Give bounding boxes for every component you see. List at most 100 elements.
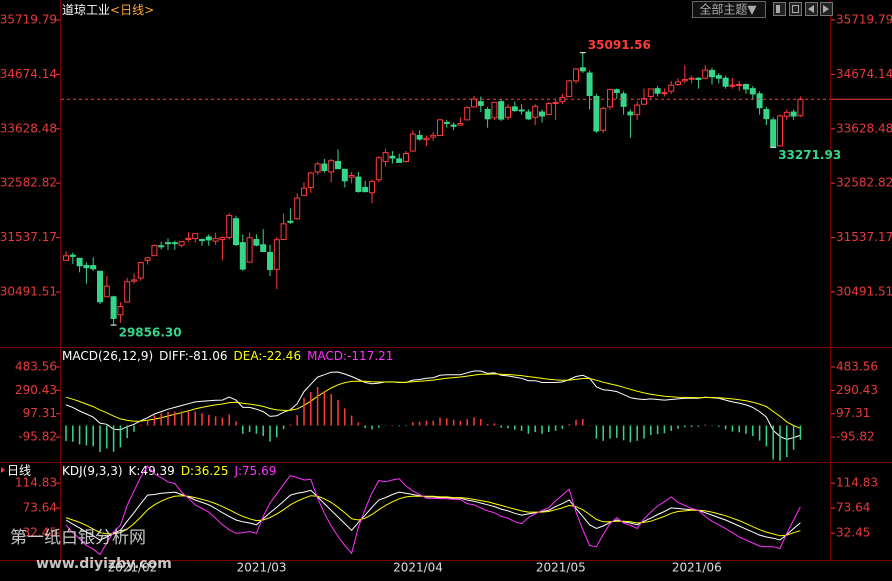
- histogram-bar: [330, 394, 332, 426]
- candle-body: [328, 160, 335, 173]
- candle-body: [641, 98, 647, 105]
- candle-body: [593, 95, 600, 132]
- candle-body: [246, 237, 253, 263]
- candle-body: [573, 68, 579, 82]
- histogram-bar: [724, 425, 727, 430]
- y-tick-label-right: 114.83: [836, 476, 878, 490]
- candle-body: [627, 111, 634, 116]
- histogram-bar: [534, 425, 536, 433]
- histogram-bar: [446, 418, 448, 426]
- prev-icon: [808, 5, 814, 13]
- histogram-bar: [452, 419, 455, 426]
- theme-button[interactable]: [692, 1, 766, 18]
- candle-body: [369, 180, 375, 194]
- candle-body: [715, 75, 722, 79]
- period-label: <日线>: [110, 3, 154, 17]
- histogram-bar: [174, 411, 176, 426]
- histogram-bar: [405, 425, 407, 427]
- indicator-header: MACD(26,12,9) DIFF:-81.06 DEA:-22.46 MACD:-…: [62, 349, 393, 363]
- histogram-bar: [85, 425, 88, 446]
- histogram-bar: [242, 425, 244, 434]
- candle-body: [416, 134, 423, 140]
- candle-body: [69, 254, 76, 257]
- histogram-bar: [282, 425, 285, 430]
- histogram-bar: [160, 413, 162, 426]
- y-tick-label-right: 73.64: [836, 501, 870, 515]
- histogram-bar: [425, 420, 428, 426]
- candle-body: [790, 111, 797, 117]
- candle-body: [702, 69, 709, 79]
- candle-body: [294, 197, 301, 220]
- candle-body: [654, 88, 661, 94]
- y-tick-label: 73.64: [23, 501, 57, 515]
- candle-body: [389, 155, 396, 159]
- period-tab-label: 日线: [7, 464, 31, 478]
- histogram-bar: [221, 417, 224, 426]
- candle-body: [307, 172, 314, 189]
- histogram-bar: [357, 422, 360, 426]
- candle-body: [749, 88, 756, 95]
- histogram-bar: [758, 425, 761, 441]
- theme-button-label: 全部主题▼: [699, 2, 757, 17]
- legend-entry: D:36.25: [181, 464, 229, 478]
- candle-body: [770, 119, 777, 147]
- histogram-bar: [126, 425, 128, 439]
- legend-entry: DIFF:-81.06: [159, 349, 227, 363]
- histogram-bar: [384, 425, 387, 426]
- candle-body: [219, 237, 226, 241]
- histogram-bar: [412, 422, 414, 426]
- candle-body: [518, 109, 525, 112]
- candle-body: [743, 83, 749, 90]
- candle-body: [321, 163, 328, 172]
- histogram-bar: [561, 425, 564, 429]
- candle-body: [158, 245, 165, 248]
- candle-body: [695, 77, 702, 80]
- histogram-bar: [792, 425, 795, 450]
- candle-body: [430, 134, 437, 138]
- candle-body: [457, 123, 464, 126]
- histogram-bar: [473, 417, 475, 426]
- histogram-bar: [629, 425, 632, 443]
- annotation-label: 29856.30: [119, 326, 182, 340]
- candle-body: [171, 242, 178, 245]
- histogram-bar: [119, 425, 122, 448]
- candle-body: [267, 252, 273, 271]
- histogram-bar: [269, 425, 271, 442]
- histogram-bar: [140, 424, 142, 426]
- histogram-bar: [276, 425, 278, 438]
- candle-body: [287, 220, 294, 223]
- candle-body: [668, 84, 675, 92]
- histogram-bar: [752, 425, 754, 436]
- histogram-bar: [480, 418, 482, 426]
- candle-body: [273, 239, 280, 270]
- candle-body: [280, 223, 287, 241]
- histogram-bar: [303, 397, 305, 426]
- candle-body: [301, 187, 307, 196]
- candle-body: [634, 104, 641, 116]
- candle-body: [797, 98, 804, 117]
- histogram-bar: [187, 411, 190, 426]
- x-tick-label: 2021/02: [107, 561, 157, 575]
- histogram-bar: [636, 425, 638, 441]
- candle-body: [226, 215, 233, 238]
- y-tick-label: 32.45: [23, 526, 57, 540]
- candle-body: [403, 153, 409, 162]
- histogram-bar: [690, 425, 693, 427]
- candle-body: [579, 67, 586, 72]
- candle-body: [165, 242, 171, 245]
- histogram-bar: [262, 425, 264, 436]
- histogram-bar: [527, 425, 530, 434]
- candle-body: [97, 270, 103, 303]
- histogram-bar: [622, 425, 625, 441]
- histogram-bar: [697, 425, 700, 427]
- x-tick-label: 2021/06: [672, 561, 722, 575]
- histogram-bar: [255, 425, 258, 434]
- histogram-bar: [514, 425, 516, 430]
- candle-body: [471, 98, 477, 108]
- window-button[interactable]: [789, 2, 802, 16]
- y-tick-label: 31537.17: [0, 230, 57, 244]
- period-tab[interactable]: 日线: [1, 464, 31, 478]
- candle-body: [63, 255, 69, 261]
- histogram-bar: [364, 425, 366, 428]
